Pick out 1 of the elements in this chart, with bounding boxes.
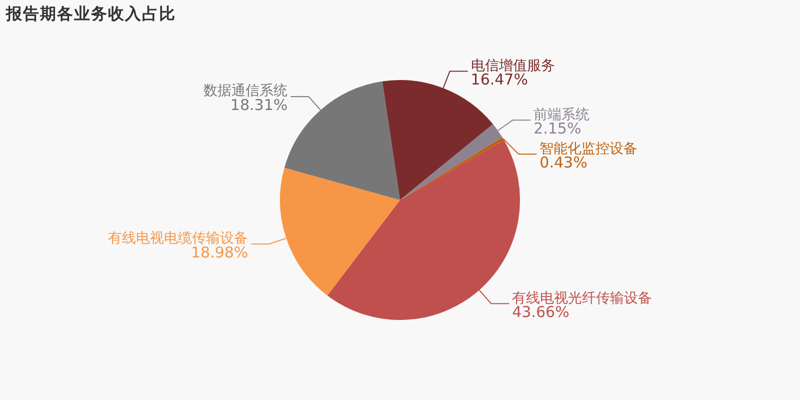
chart-title: 报告期各业务收入占比 bbox=[6, 4, 176, 25]
